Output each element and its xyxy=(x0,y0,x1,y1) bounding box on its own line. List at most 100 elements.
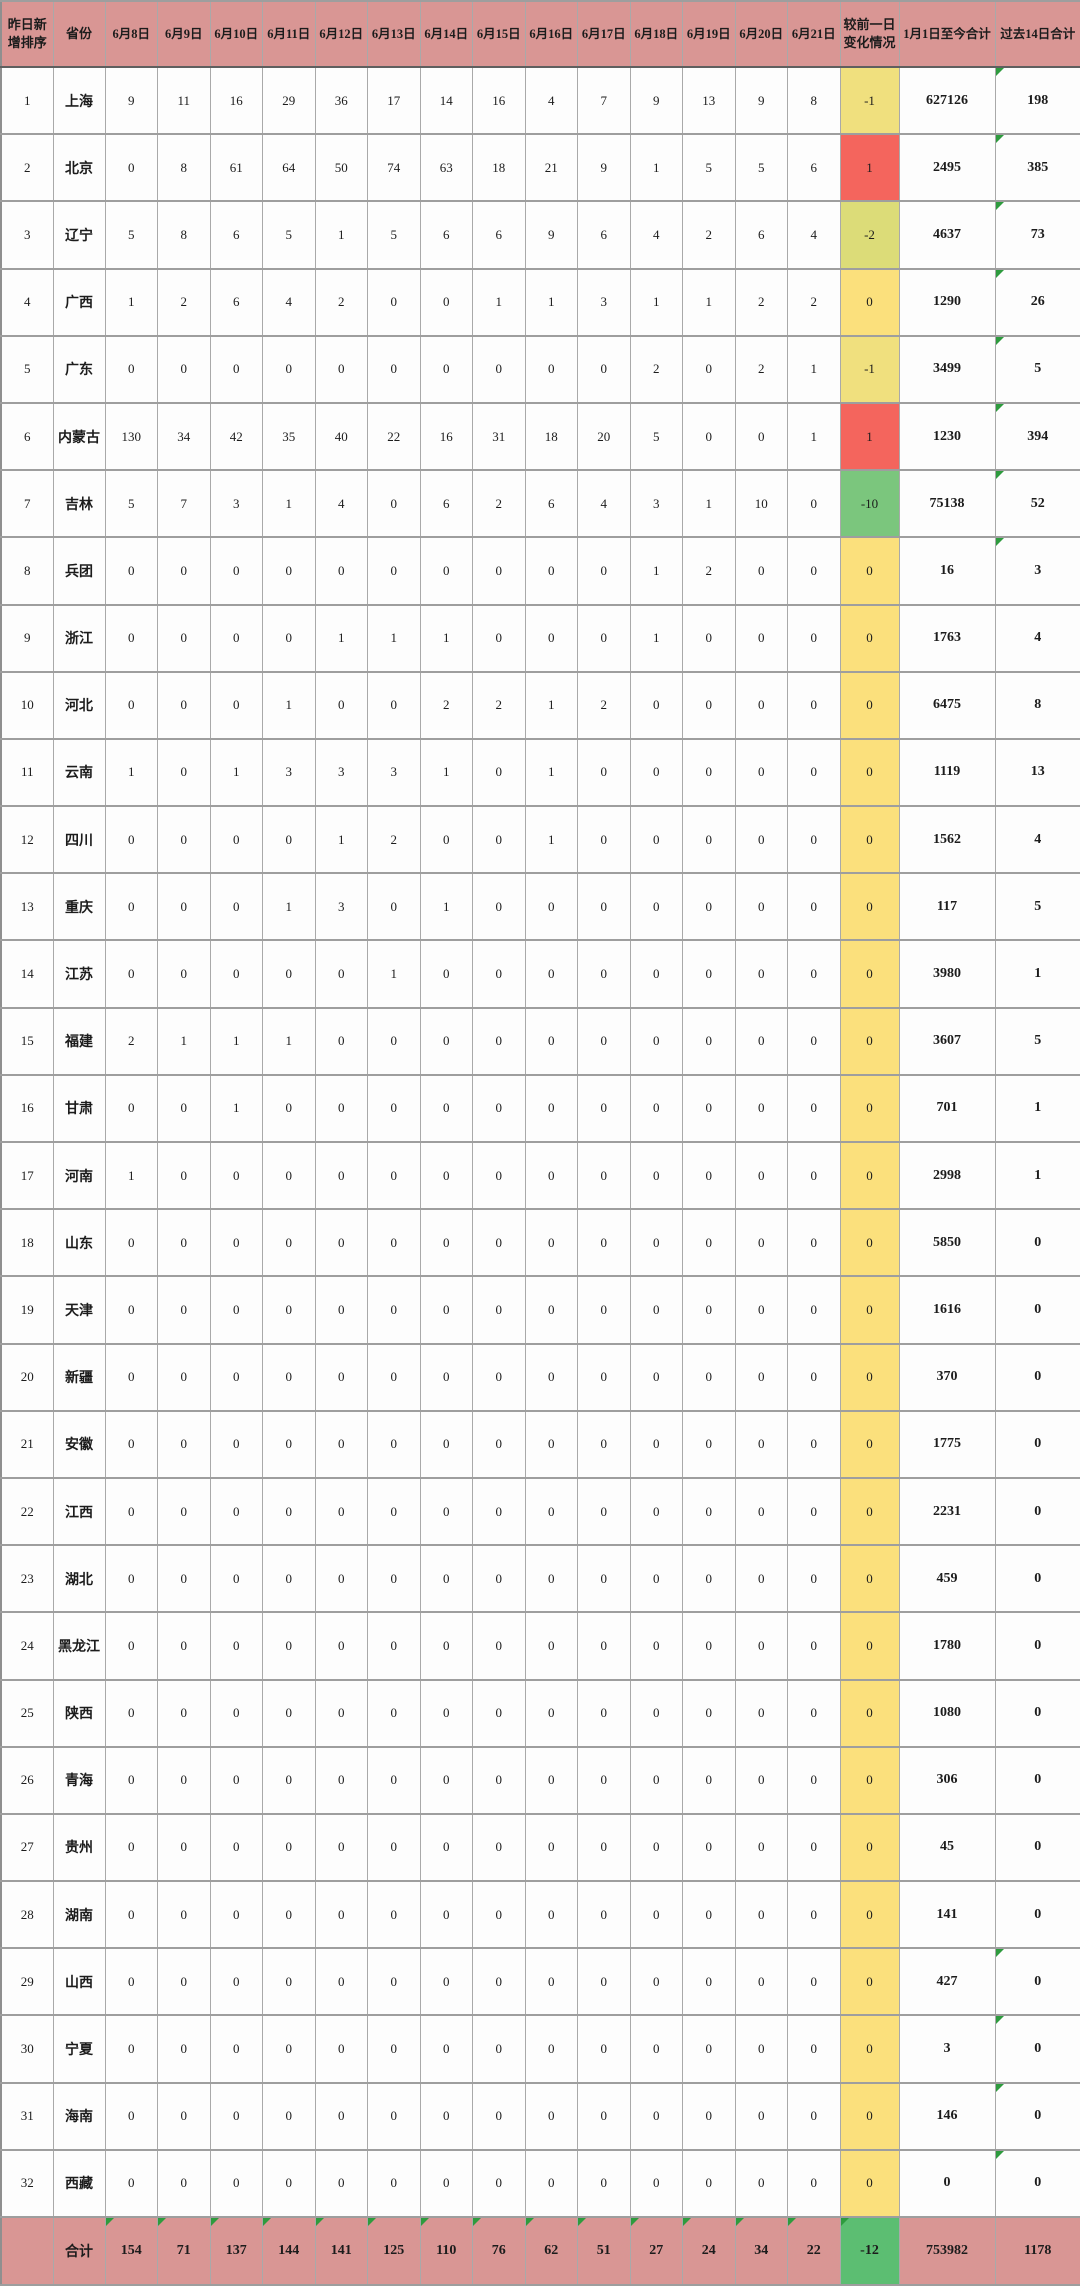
cell-province[interactable]: 山东 xyxy=(52,1209,106,1277)
cell-rank[interactable]: 25 xyxy=(0,1679,54,1747)
cell-total-since-jan1[interactable]: 3980 xyxy=(898,940,996,1008)
cell-daily-12[interactable]: 0 xyxy=(734,1746,788,1814)
cell-past14[interactable]: 1 xyxy=(994,1142,1080,1210)
cell-daily-6[interactable]: 0 xyxy=(419,2015,473,2083)
cell-daily-1[interactable]: 0 xyxy=(157,604,211,672)
cell-daily-1[interactable]: 0 xyxy=(157,1343,211,1411)
cell-daily-7[interactable]: 0 xyxy=(472,1142,526,1210)
cell-daily-4[interactable]: 36 xyxy=(314,67,368,135)
cell-daily-5[interactable]: 17 xyxy=(367,67,421,135)
cell-daily-9[interactable]: 6 xyxy=(577,201,631,269)
cell-daily-3[interactable]: 1 xyxy=(262,1007,316,1075)
cell-total-since-jan1[interactable]: 1290 xyxy=(898,268,996,336)
cell-daily-11[interactable]: 0 xyxy=(682,2149,736,2217)
cell-daily-5[interactable]: 3 xyxy=(367,738,421,807)
cell-daily-2[interactable]: 1 xyxy=(209,1074,263,1142)
cell-province[interactable]: 重庆 xyxy=(52,873,106,941)
cell-daily-13[interactable]: 0 xyxy=(787,671,841,739)
cell-change[interactable]: 0 xyxy=(839,1007,900,1075)
cell-total-since-jan1[interactable]: 0 xyxy=(898,2149,996,2217)
cell-daily-0[interactable]: 0 xyxy=(104,1343,158,1411)
cell-daily-5[interactable]: 0 xyxy=(367,873,421,941)
cell-daily-5[interactable]: 0 xyxy=(367,268,421,336)
cell-total-since-jan1[interactable]: 1230 xyxy=(898,402,996,471)
cell-daily-4[interactable]: 0 xyxy=(314,1679,368,1747)
cell-daily-4[interactable]: 0 xyxy=(314,1142,368,1210)
cell-daily-0[interactable]: 0 xyxy=(104,1276,158,1344)
cell-daily-9[interactable]: 4 xyxy=(577,470,631,538)
cell-daily-12[interactable]: 2 xyxy=(734,335,788,403)
cell-past14[interactable]: 0 xyxy=(994,1813,1080,1882)
cell-daily-3[interactable]: 3 xyxy=(262,738,316,807)
cell-daily-1[interactable]: 0 xyxy=(157,940,211,1008)
cell-daily-12[interactable]: 0 xyxy=(734,537,788,605)
cell-daily-13[interactable]: 0 xyxy=(787,1612,841,1680)
cell-daily-1[interactable]: 0 xyxy=(157,1813,211,1882)
cell-daily-5[interactable]: 0 xyxy=(367,1881,421,1949)
cell-daily-0[interactable]: 0 xyxy=(104,1209,158,1277)
cell-daily-1[interactable]: 0 xyxy=(157,806,211,874)
cell-daily-8[interactable]: 0 xyxy=(524,1746,578,1814)
cell-daily-5[interactable]: 0 xyxy=(367,1746,421,1814)
cell-daily-4[interactable]: 0 xyxy=(314,537,368,605)
cell-daily-7[interactable]: 0 xyxy=(472,2149,526,2217)
cell-daily-12[interactable]: 0 xyxy=(734,1813,788,1882)
cell-daily-6[interactable]: 14 xyxy=(419,67,473,135)
cell-total-since-jan1[interactable]: 1119 xyxy=(898,738,996,807)
cell-daily-10[interactable]: 4 xyxy=(629,201,683,269)
cell-daily-8[interactable]: 0 xyxy=(524,1679,578,1747)
cell-province[interactable]: 新疆 xyxy=(52,1343,106,1411)
cell-daily-11[interactable]: 0 xyxy=(682,1276,736,1344)
cell-daily-10[interactable]: 0 xyxy=(629,1410,683,1478)
cell-daily-11[interactable]: 0 xyxy=(682,1142,736,1210)
cell-daily-9[interactable]: 0 xyxy=(577,604,631,672)
cell-daily-7[interactable]: 0 xyxy=(472,1410,526,1478)
cell-daily-9[interactable]: 0 xyxy=(577,806,631,874)
cell-daily-2[interactable]: 0 xyxy=(209,2082,263,2150)
cell-daily-12[interactable]: 0 xyxy=(734,402,788,471)
cell-daily-6[interactable]: 0 xyxy=(419,1477,473,1546)
cell-daily-0[interactable]: 2 xyxy=(104,1007,158,1075)
cell-daily-13[interactable]: 0 xyxy=(787,2149,841,2217)
cell-daily-11[interactable]: 0 xyxy=(682,1074,736,1142)
cell-rank[interactable]: 19 xyxy=(0,1276,54,1344)
cell-daily-10[interactable]: 0 xyxy=(629,1679,683,1747)
cell-past14[interactable]: 13 xyxy=(994,738,1080,807)
cell-daily-2[interactable]: 0 xyxy=(209,1881,263,1949)
cell-daily-13[interactable]: 0 xyxy=(787,1209,841,1277)
total-cell-rank[interactable] xyxy=(0,2217,54,2285)
cell-daily-3[interactable]: 64 xyxy=(262,134,316,202)
cell-daily-2[interactable]: 0 xyxy=(209,1948,263,2016)
cell-daily-3[interactable]: 0 xyxy=(262,1612,316,1680)
cell-daily-6[interactable]: 0 xyxy=(419,268,473,336)
cell-change[interactable]: 0 xyxy=(839,1679,900,1747)
cell-daily-8[interactable]: 0 xyxy=(524,1813,578,1882)
cell-rank[interactable]: 11 xyxy=(0,738,54,807)
cell-change[interactable]: 0 xyxy=(839,738,900,807)
cell-daily-6[interactable]: 0 xyxy=(419,1276,473,1344)
cell-daily-10[interactable]: 0 xyxy=(629,873,683,941)
cell-daily-11[interactable]: 0 xyxy=(682,402,736,471)
cell-daily-8[interactable]: 4 xyxy=(524,67,578,135)
cell-past14[interactable]: 4 xyxy=(994,604,1080,672)
cell-rank[interactable]: 6 xyxy=(0,402,54,471)
total-cell-label[interactable]: 合计 xyxy=(52,2217,106,2285)
cell-total-since-jan1[interactable]: 1763 xyxy=(898,604,996,672)
cell-daily-6[interactable]: 0 xyxy=(419,2149,473,2217)
cell-daily-10[interactable]: 0 xyxy=(629,738,683,807)
cell-rank[interactable]: 22 xyxy=(0,1477,54,1546)
cell-daily-7[interactable]: 0 xyxy=(472,1074,526,1142)
cell-daily-5[interactable]: 0 xyxy=(367,1142,421,1210)
cell-daily-8[interactable]: 0 xyxy=(524,604,578,672)
cell-change[interactable]: 0 xyxy=(839,1074,900,1142)
cell-daily-3[interactable]: 0 xyxy=(262,1410,316,1478)
cell-daily-2[interactable]: 0 xyxy=(209,335,263,403)
cell-daily-8[interactable]: 0 xyxy=(524,1612,578,1680)
cell-daily-12[interactable]: 0 xyxy=(734,1343,788,1411)
cell-daily-3[interactable]: 0 xyxy=(262,1074,316,1142)
cell-daily-4[interactable]: 1 xyxy=(314,806,368,874)
cell-daily-0[interactable]: 0 xyxy=(104,806,158,874)
cell-daily-7[interactable]: 1 xyxy=(472,268,526,336)
cell-change[interactable]: 0 xyxy=(839,1142,900,1210)
cell-daily-12[interactable]: 0 xyxy=(734,1477,788,1546)
